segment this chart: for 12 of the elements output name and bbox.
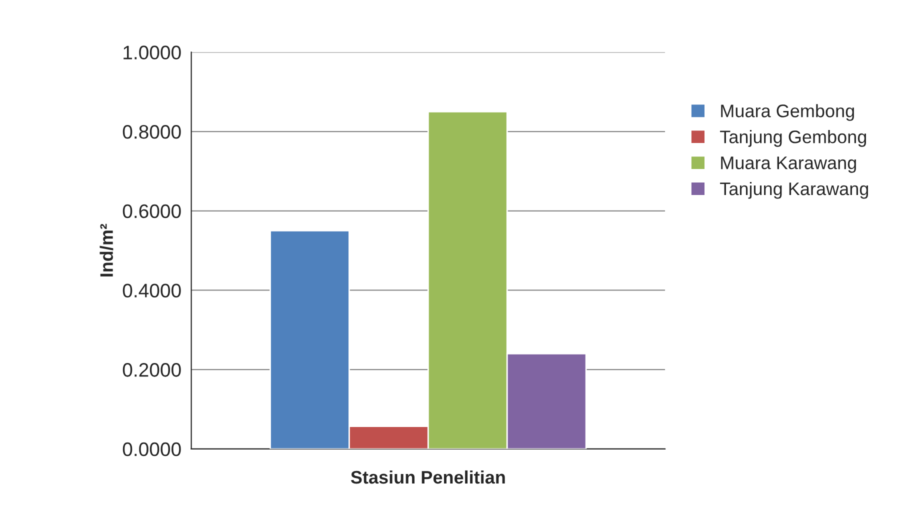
- y-tick-label: 0.6000: [122, 204, 181, 218]
- y-tick-label: 0.4000: [122, 284, 181, 298]
- y-axis-title: Ind/m²: [100, 224, 114, 276]
- legend-label: Tanjung Gembong: [720, 130, 866, 147]
- y-tick-label: 0.8000: [122, 125, 181, 139]
- y-tick-label: 0.2000: [122, 363, 181, 377]
- y-tick-label: 1.0000: [124, 46, 181, 60]
- legend-label: Muara Karawang: [721, 156, 856, 173]
- legend-label: Tanjung Karawang: [720, 182, 868, 199]
- legend-label: Muara Gembong: [721, 104, 854, 121]
- y-tick-label: 0.0000: [122, 442, 181, 456]
- x-axis-title: Stasiun Penelitian: [350, 470, 505, 484]
